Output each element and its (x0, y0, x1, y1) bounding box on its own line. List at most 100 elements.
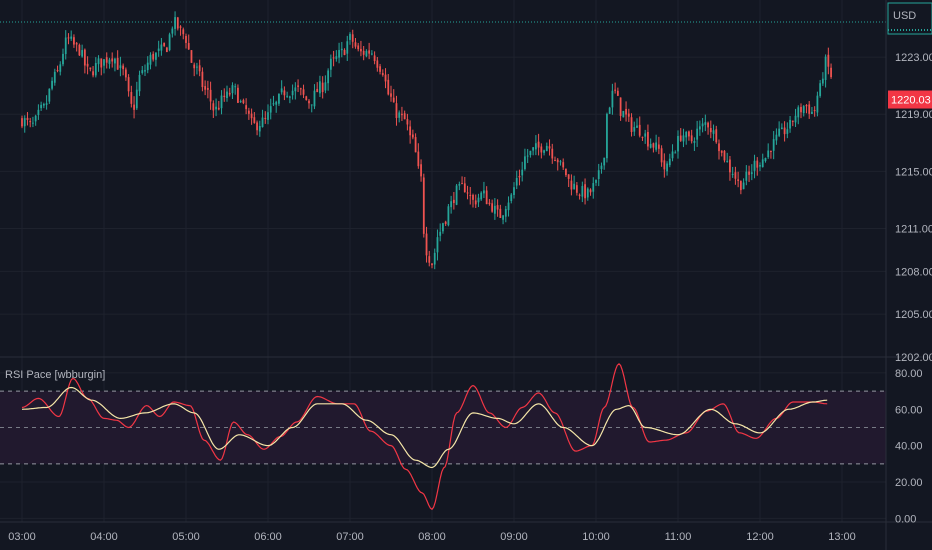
candle-body (340, 48, 343, 51)
candle-body (395, 103, 398, 119)
candle-body (45, 103, 48, 105)
candle-body (206, 88, 209, 90)
candle-body (548, 146, 551, 149)
candle-body (122, 65, 125, 70)
candle-body (89, 67, 92, 70)
candle-body (589, 189, 592, 193)
candle-body (75, 42, 78, 45)
candle-body (452, 199, 455, 203)
candle-body (649, 143, 652, 148)
candle-body (332, 57, 335, 59)
candle-body (190, 50, 193, 63)
candle-body (245, 105, 248, 110)
candle-body (346, 41, 349, 54)
candle-body (493, 205, 496, 214)
candle-body (816, 95, 819, 113)
candle-body (630, 117, 633, 133)
candle-body (466, 192, 469, 194)
candle-body (294, 87, 297, 92)
candle-body (83, 49, 86, 66)
candle-body (767, 150, 770, 158)
candle-body (775, 134, 778, 141)
candle-body (308, 100, 310, 104)
candle-body (496, 205, 499, 210)
candle-body (365, 50, 368, 57)
candle-body (146, 62, 149, 71)
candle-body (526, 155, 529, 157)
indicator-title[interactable]: RSI Pace [wbburgin] (5, 369, 105, 381)
candle-body (237, 87, 239, 103)
candle-body (70, 36, 73, 39)
candle-body (447, 206, 450, 226)
candle-body (597, 170, 600, 179)
candle-body (578, 194, 581, 196)
candle-body (417, 151, 420, 167)
candle-body (78, 44, 81, 56)
rsi-tick-label: 20.00 (895, 477, 923, 489)
candle-body (753, 160, 756, 171)
price-axis-ticks[interactable]: 1223.00 1219.00 1215.00 1211.00 1208.00 1205.… (895, 52, 932, 364)
candle-body (116, 57, 119, 70)
candle-body (138, 74, 141, 92)
candle-body (627, 113, 630, 117)
candle-body (644, 133, 647, 137)
candle-body (488, 202, 491, 204)
candle-body (223, 95, 226, 98)
candle-body (379, 66, 381, 72)
candle-body (100, 58, 103, 68)
candle-body (329, 58, 332, 70)
candle-body (811, 111, 813, 114)
candle-body (431, 263, 433, 266)
candle-body (444, 221, 447, 224)
candle-body (674, 152, 677, 154)
candle-body (215, 106, 217, 110)
candle-body (291, 90, 294, 96)
candle-body (409, 126, 412, 136)
rsi-axis-ticks[interactable]: 80.00 60.00 40.00 20.00 0.00 (895, 368, 923, 525)
candle-body (384, 74, 387, 82)
candle-body (513, 187, 515, 195)
candle-body (696, 128, 699, 140)
candle-body (338, 50, 340, 58)
candle-body (756, 160, 759, 168)
rsi-tick-label: 40.00 (895, 441, 923, 453)
candle-body (149, 54, 152, 65)
candle-body (455, 185, 458, 205)
candle-body (805, 105, 808, 107)
candle-body (23, 118, 26, 127)
candle-body (201, 71, 204, 88)
candle-body (570, 180, 573, 190)
candle-body (524, 156, 526, 170)
candle-body (305, 96, 308, 101)
candle-body (652, 143, 655, 148)
candle-body (647, 131, 649, 147)
candle-body (480, 192, 483, 200)
candle-body (335, 56, 338, 59)
candle-body (575, 185, 578, 193)
candle-body (133, 104, 135, 110)
candle-body (324, 82, 327, 91)
time-axis-ticks[interactable]: 03:00 04:00 05:00 06:00 07:00 08:00 09:00 10:00… (8, 531, 856, 543)
candle-body (461, 183, 463, 185)
candle-body (56, 70, 59, 72)
candle-body (666, 163, 668, 172)
currency-badge[interactable] (887, 2, 932, 35)
candle-body (26, 117, 29, 121)
candle-body (690, 135, 693, 142)
candle-body (280, 88, 283, 93)
candle-body (567, 174, 570, 179)
candle-body (239, 100, 242, 102)
candle-body (685, 131, 688, 138)
candle-body (209, 89, 212, 102)
candle-body (748, 171, 750, 175)
candle-body (671, 151, 674, 159)
candle-body (135, 89, 138, 109)
candle-body (657, 144, 660, 149)
candle-body (185, 35, 187, 43)
candle-body (737, 179, 740, 181)
candle-body (155, 52, 157, 60)
candle-body (729, 159, 731, 173)
candle-body (272, 103, 275, 105)
candle-body (288, 96, 291, 98)
